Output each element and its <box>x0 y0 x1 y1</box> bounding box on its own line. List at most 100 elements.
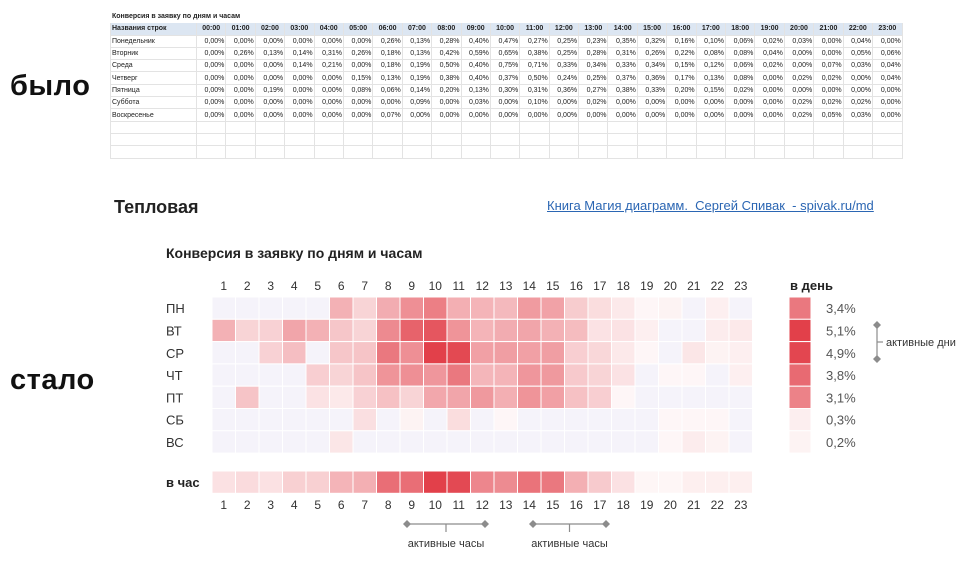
hour-header-cell[interactable]: 03:00 <box>284 22 315 36</box>
value-cell[interactable]: 0,04% <box>871 71 903 85</box>
heatmap-cell <box>399 341 424 365</box>
hour-label-top: 18 <box>617 279 631 293</box>
empty-cell[interactable] <box>342 132 374 147</box>
hour-header-cell[interactable]: 20:00 <box>783 22 815 36</box>
value-cell[interactable]: 0,04% <box>842 34 873 48</box>
book-link[interactable]: Книга Магия диаграмм. Сергей Спивак - sp… <box>547 198 874 213</box>
value-cell[interactable]: 0,18% <box>372 46 403 61</box>
value-cell[interactable]: 0,16% <box>666 34 697 48</box>
value-cell[interactable]: 0,38% <box>519 46 550 61</box>
value-cell[interactable]: 0,25% <box>548 46 580 61</box>
hour-header-cell[interactable]: 16:00 <box>666 22 697 36</box>
value-cell[interactable]: 0,00% <box>342 34 374 48</box>
hour-header-cell[interactable]: 21:00 <box>813 22 844 36</box>
value-cell[interactable]: 0,26% <box>372 34 403 48</box>
sheet-title[interactable]: Конверсия в заявку по дням и часам <box>112 13 241 21</box>
value-cell[interactable]: 0,00% <box>284 34 315 48</box>
value-cell[interactable]: 0,50% <box>431 59 462 73</box>
hour-header-cell[interactable]: 11:00 <box>519 22 550 36</box>
empty-cell[interactable] <box>431 132 462 147</box>
hour-header-cell[interactable]: 17:00 <box>695 22 727 36</box>
empty-cell[interactable] <box>313 132 344 147</box>
hour-header-cell[interactable]: 23:00 <box>871 22 903 36</box>
empty-cell[interactable] <box>254 145 286 159</box>
value-cell[interactable]: 0,05% <box>842 46 873 61</box>
empty-cell[interactable] <box>254 132 286 147</box>
hour-header-cell[interactable]: 06:00 <box>372 22 403 36</box>
value-cell[interactable]: 0,13% <box>254 46 286 61</box>
heatmap-cell <box>211 408 236 432</box>
empty-cell[interactable] <box>842 132 873 147</box>
hour-header-cell[interactable]: 05:00 <box>342 22 374 36</box>
hour-label-bottom: 17 <box>593 498 607 512</box>
empty-cell[interactable] <box>871 132 903 147</box>
day-name-cell[interactable]: Понедельник <box>110 34 197 48</box>
value-cell[interactable]: 0,23% <box>578 34 609 48</box>
value-cell[interactable]: 0,00% <box>195 34 227 48</box>
empty-cell[interactable] <box>401 145 433 159</box>
empty-cell[interactable] <box>342 145 374 159</box>
hour-label-bottom: 19 <box>640 498 654 512</box>
value-cell[interactable]: 0,00% <box>871 34 903 48</box>
empty-cell[interactable] <box>460 132 491 147</box>
empty-cell[interactable] <box>372 120 403 134</box>
empty-cell[interactable] <box>842 145 873 159</box>
empty-cell[interactable] <box>313 120 344 134</box>
value-cell[interactable]: 0,22% <box>666 46 697 61</box>
value-cell[interactable]: 0,27% <box>519 34 550 48</box>
value-cell[interactable]: 0,28% <box>431 34 462 48</box>
empty-cell[interactable] <box>460 145 491 159</box>
hour-header-cell[interactable]: 15:00 <box>636 22 668 36</box>
hour-header-cell[interactable]: 01:00 <box>225 22 256 36</box>
empty-cell[interactable] <box>284 132 315 147</box>
empty-cell[interactable] <box>460 120 491 134</box>
value-cell[interactable]: 0,40% <box>460 34 491 48</box>
value-cell[interactable]: 0,00% <box>313 34 344 48</box>
empty-cell[interactable] <box>431 120 462 134</box>
empty-cell[interactable] <box>284 145 315 159</box>
value-cell[interactable]: 0,00% <box>195 46 227 61</box>
value-cell[interactable]: 0,02% <box>754 34 785 48</box>
active-hours-marker <box>529 520 537 528</box>
value-cell[interactable]: 0,13% <box>401 46 433 61</box>
hour-header-cell[interactable]: 02:00 <box>254 22 286 36</box>
value-cell[interactable]: 0,32% <box>636 34 668 48</box>
empty-cell[interactable] <box>313 145 344 159</box>
empty-cell[interactable] <box>342 120 374 134</box>
empty-cell[interactable] <box>401 120 433 134</box>
value-cell[interactable]: 0,13% <box>401 34 433 48</box>
value-cell[interactable]: 0,26% <box>342 46 374 61</box>
value-cell[interactable]: 0,06% <box>871 46 903 61</box>
heatmap-cell <box>634 318 659 343</box>
value-cell[interactable]: 0,40% <box>460 59 491 73</box>
hour-header-cell[interactable]: 07:00 <box>401 22 433 36</box>
empty-cell[interactable] <box>284 120 315 134</box>
hour-header-cell[interactable]: 22:00 <box>842 22 873 36</box>
value-cell[interactable]: 0,20% <box>431 83 462 98</box>
empty-cell[interactable] <box>254 120 286 134</box>
empty-cell[interactable] <box>372 145 403 159</box>
value-cell[interactable]: 0,08% <box>695 46 727 61</box>
value-cell[interactable]: 0,14% <box>284 46 315 61</box>
heatmap-cell <box>705 408 730 432</box>
hour-header-cell[interactable]: 18:00 <box>725 22 756 36</box>
value-cell[interactable]: 0,31% <box>313 46 344 61</box>
empty-cell[interactable] <box>372 132 403 147</box>
value-cell[interactable]: 0,42% <box>431 46 462 61</box>
hour-header-cell[interactable]: 12:00 <box>548 22 580 36</box>
empty-cell[interactable] <box>401 132 433 147</box>
value-cell[interactable]: 0,00% <box>254 34 286 48</box>
hour-header-cell[interactable]: 10:00 <box>489 22 521 36</box>
hour-header-cell[interactable]: 08:00 <box>431 22 462 36</box>
hour-header-cell[interactable]: 09:00 <box>460 22 491 36</box>
value-cell[interactable]: 0,04% <box>754 46 785 61</box>
row-header-cell[interactable]: Названия строк <box>110 22 197 36</box>
empty-cell[interactable] <box>871 120 903 134</box>
empty-cell[interactable] <box>431 145 462 159</box>
value-cell[interactable]: 0,59% <box>460 46 491 61</box>
empty-cell[interactable] <box>842 120 873 134</box>
hour-header-cell[interactable]: 04:00 <box>313 22 344 36</box>
hour-header-cell[interactable]: 13:00 <box>578 22 609 36</box>
value-cell[interactable]: 0,10% <box>695 34 727 48</box>
empty-cell[interactable] <box>871 145 903 159</box>
